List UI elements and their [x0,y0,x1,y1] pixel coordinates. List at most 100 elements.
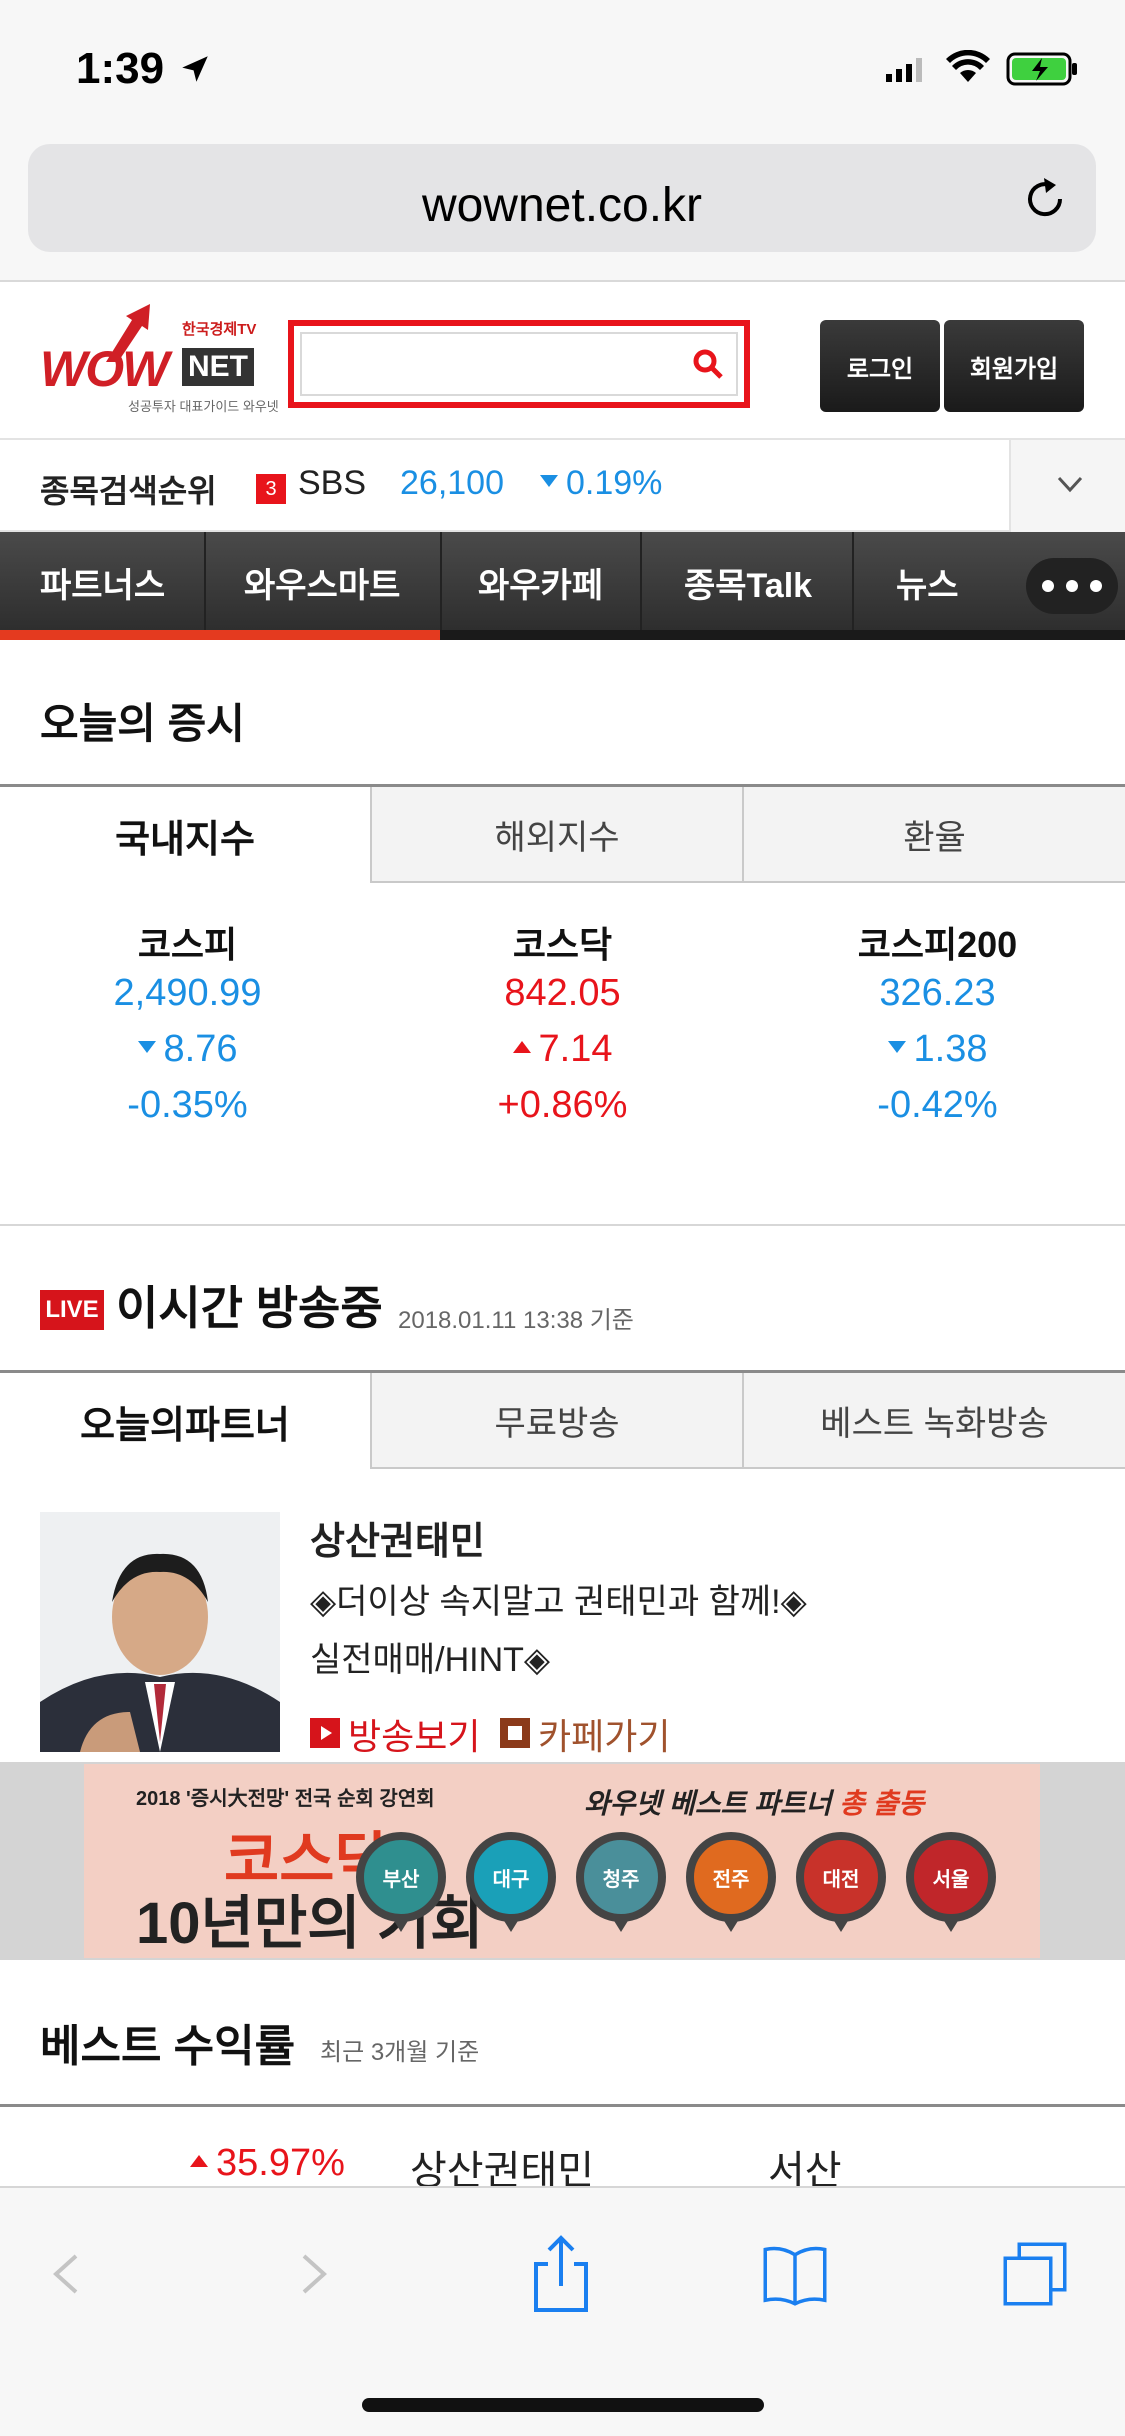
nav-divider [440,532,442,630]
search-input[interactable] [288,320,750,408]
down-triangle-icon [137,1040,156,1053]
index-kosdaq[interactable]: 코스닥 842.05 7.14 +0.86% [375,916,750,1140]
reload-icon[interactable] [1020,174,1070,224]
nav-divider [852,532,854,630]
ticker-change: 0.19% [540,464,662,503]
index-kospi[interactable]: 코스피 2,490.99 8.76 -0.35% [0,916,375,1140]
home-indicator[interactable] [362,2398,764,2412]
partner-photo[interactable] [40,1512,280,1752]
logo-tagline: 성공투자 대표가이드 와우넷 [128,399,279,414]
address-bar[interactable]: wownet.co.kr [28,144,1096,252]
partner-name[interactable]: 상산권태민 [310,1521,485,1563]
index-kospi200[interactable]: 코스피200 326.23 1.38 -0.42% [750,916,1125,1140]
more-dot-icon [1090,580,1102,592]
ticker-expand-button[interactable] [1009,440,1125,532]
map-pin-point-icon [721,1916,741,1932]
tab-today-partner[interactable]: 오늘의파트너 [0,1373,370,1469]
cellular-signal-icon [886,58,922,82]
up-triangle-icon [190,2154,208,2167]
wownet-logo[interactable]: 한국경제TV WOW NET 성공투자 대표가이드 와우넷 [40,304,279,420]
main-nav: 파트너스 와우스마트 와우카페 종목Talk 뉴스 [0,532,1125,640]
login-button[interactable]: 로그인 [820,320,940,412]
signup-button[interactable]: 회원가입 [944,320,1084,412]
tab-overseas-index[interactable]: 해외지수 [370,787,742,883]
tab-free-broadcast[interactable]: 무료방송 [370,1373,742,1469]
section-divider [0,1224,1125,1226]
more-dot-icon [1066,580,1078,592]
index-change: 1.38 [750,1028,1125,1084]
index-name: 코스피 [137,924,238,965]
city-pin-2: 대구 [466,1832,556,1922]
map-pin-point-icon [391,1916,411,1932]
location-arrow-icon [182,56,208,82]
ticker-change-value: 0.19% [566,464,663,502]
index-change-value: 7.14 [538,1028,613,1070]
back-icon[interactable] [30,2234,100,2314]
section-divider [0,1370,1125,1373]
live-badge: LIVE [40,1290,104,1330]
search-input-field[interactable] [300,332,738,396]
index-name: 코스피200 [857,924,1018,965]
url-text[interactable]: wownet.co.kr [421,179,703,232]
battery-charging-icon [1006,52,1077,86]
share-icon[interactable] [526,2234,596,2314]
index-change: 8.76 [0,1028,375,1084]
go-to-cafe-link[interactable]: 카페가기 [538,1716,671,1757]
nav-item-stocktalk[interactable]: 종목Talk [684,567,813,605]
section-divider [0,784,1125,787]
partner-description-line1: ◈더이상 속지말고 권태민과 함께!◈ [310,1583,807,1621]
tabs-icon[interactable] [1000,2234,1070,2314]
best-return-value-text: 35.97% [216,2142,345,2184]
ticker-price: 26,100 [400,464,504,502]
logo-wow-text: WOW [40,341,169,397]
banner-partner-highlight: 총 출동 [839,1788,925,1819]
partner-description-line2: 실전매매/HINT◈ [310,1641,551,1679]
ticker-stock-name[interactable]: SBS [298,464,367,502]
city-pin-4: 전주 [686,1832,776,1922]
nav-item-wowsmart[interactable]: 와우스마트 [244,567,401,605]
logo-tv-text: 한국경제TV [182,321,257,338]
map-pin-point-icon [941,1916,961,1932]
search-icon[interactable] [692,348,724,380]
logo-net-text: NET [182,348,254,386]
tab-exchange-rate[interactable]: 환율 [742,787,1125,883]
map-pin-point-icon [831,1916,851,1932]
browser-address-area: wownet.co.kr [0,132,1125,282]
index-value: 326.23 [879,972,996,1014]
city-pin-3: 청주 [576,1832,666,1922]
status-time: 1:39 [76,44,165,93]
index-change-value: 8.76 [163,1028,238,1070]
nav-item-partners[interactable]: 파트너스 [40,567,166,605]
index-percent: -0.35% [127,1084,248,1126]
watch-broadcast-link[interactable]: 방송보기 [348,1716,481,1757]
lecture-tour-banner[interactable]: 2018 '증시大전망' 전국 순회 강연회 코스닥! 10년만의 기회 와우넷… [84,1764,1040,1958]
bookmarks-icon[interactable] [760,2234,830,2314]
index-value: 2,490.99 [113,972,262,1014]
ticker-rank-badge: 3 [256,474,286,504]
live-title: 이시간 방송중 [116,1282,383,1334]
tab-domestic-index[interactable]: 국내지수 [0,787,370,883]
cafe-icon [500,1718,530,1748]
index-name: 코스닥 [512,924,613,965]
best-return-partner[interactable]: 상산권태민 [410,2149,594,2193]
city-pin-1: 부산 [356,1832,446,1922]
wifi-icon [946,50,990,82]
nav-item-news[interactable]: 뉴스 [896,567,959,605]
nav-more-button[interactable] [1026,558,1118,614]
city-pin-5: 대전 [796,1832,886,1922]
best-return-region: 서산 [768,2149,842,2193]
index-percent: -0.42% [877,1084,998,1126]
forward-icon[interactable] [280,2234,350,2314]
nav-item-wowcafe[interactable]: 와우카페 [478,567,604,605]
nav-active-indicator [0,630,440,640]
section-divider [0,2104,1125,2107]
banner-partner-prefix: 와우넷 베스트 파트너 [584,1788,832,1819]
city-pin-6: 서울 [906,1832,996,1922]
partner-portrait-image [40,1512,280,1752]
banner-subtitle: 2018 '증시大전망' 전국 순회 강연회 [136,1788,435,1810]
nav-divider [204,532,206,630]
browser-toolbar [0,2186,1125,2436]
ticker-title: 종목검색순위 [40,473,217,509]
tab-best-recorded[interactable]: 베스트 녹화방송 [742,1373,1125,1469]
search-rank-ticker[interactable]: 종목검색순위 3 SBS 26,100 0.19% [0,440,1125,532]
